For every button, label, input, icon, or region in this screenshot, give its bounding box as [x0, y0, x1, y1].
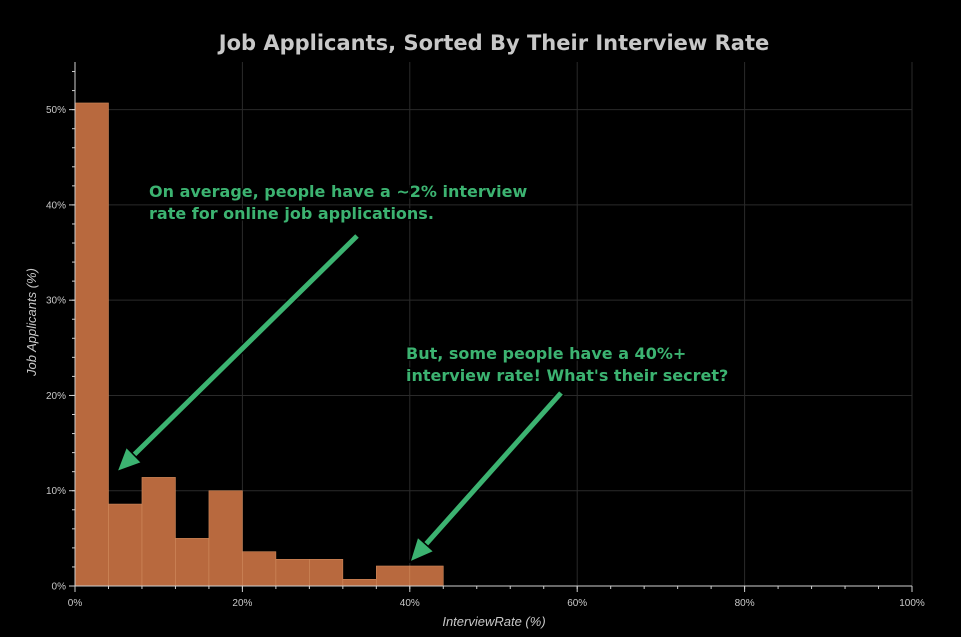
annotation-secret: But, some people have a 40%+ interview r… [405, 343, 730, 563]
x-tick-label: 60% [567, 598, 587, 609]
bar-6 [275, 559, 310, 587]
bar-7 [309, 559, 344, 587]
bar-8 [342, 579, 377, 587]
bars [74, 102, 444, 587]
annotation-secret-line-1: But, some people have a 40%+ [406, 344, 686, 363]
bar-4 [208, 490, 243, 587]
bar-10 [409, 565, 444, 587]
annotation-secret-arrow [409, 389, 565, 563]
axes [74, 62, 912, 587]
y-tick-label: 40% [46, 200, 66, 211]
bar-1 [108, 503, 143, 587]
x-tick-label: 80% [735, 598, 755, 609]
bar-3 [175, 538, 210, 587]
y-axis-label: Job Applicants (%) [24, 268, 39, 377]
annotation-average-line-1: On average, people have a ~2% interview [149, 182, 528, 201]
annotation-average-line-2: rate for online job applications. [149, 204, 434, 223]
y-tick-label: 0% [52, 582, 67, 593]
y-tick-label: 50% [46, 105, 66, 116]
x-tick-label: 0% [68, 598, 83, 609]
grid-lines [75, 62, 913, 586]
arrow-head [409, 536, 435, 563]
y-tick-label: 10% [46, 486, 66, 497]
arrow-head [116, 446, 143, 473]
x-tick-label: 100% [899, 598, 925, 609]
x-tick-label: 20% [232, 598, 252, 609]
arrow-shaft [423, 391, 563, 546]
x-axis-label: InterviewRate (%) [442, 614, 545, 629]
ticks: 0% 10% 20% 30% 40% 50% 0% 20% 40% 60% 80% 100% [46, 71, 925, 609]
bar-9 [376, 565, 411, 587]
arrow-shaft [132, 234, 359, 457]
x-tick-label: 40% [400, 598, 420, 609]
annotation-average: On average, people have a ~2% interview … [116, 181, 529, 473]
y-tick-label: 20% [46, 391, 66, 402]
bar-0 [74, 102, 109, 587]
annotation-secret-line-2: interview rate! What's their secret? [406, 366, 728, 385]
bar-2 [141, 477, 176, 587]
y-tick-label: 30% [46, 296, 66, 307]
annotation-average-arrow [116, 232, 361, 473]
chart-title: Job Applicants, Sorted By Their Intervie… [217, 31, 769, 55]
bar-5 [242, 551, 277, 587]
